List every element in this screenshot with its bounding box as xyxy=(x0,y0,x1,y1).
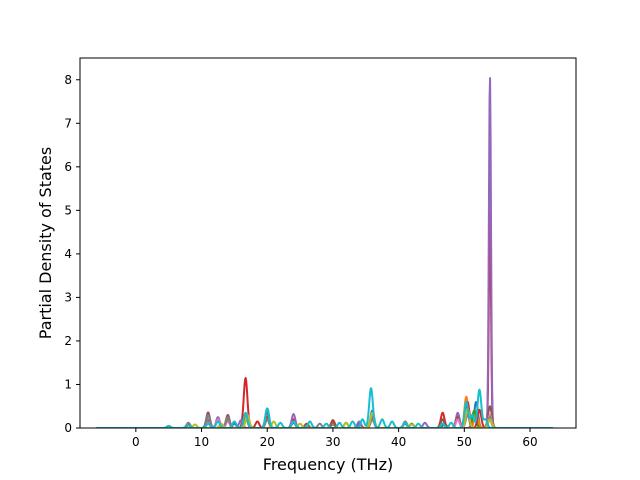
y-tick-label: 6 xyxy=(64,160,72,174)
x-tick-label: 20 xyxy=(260,435,275,449)
y-tick-label: 8 xyxy=(64,73,72,87)
y-tick-label: 2 xyxy=(64,334,72,348)
y-axis: 0 1 2 3 4 5 6 7 8 xyxy=(64,73,80,435)
y-tick-label: 0 xyxy=(64,421,72,435)
series-line-4 xyxy=(95,211,554,428)
x-tick-label: 10 xyxy=(194,435,209,449)
y-axis-label: Partial Density of States xyxy=(36,147,55,339)
x-axis: 0 10 20 30 40 50 60 xyxy=(132,428,538,449)
y-tick-label: 5 xyxy=(64,203,72,217)
x-tick-label: 60 xyxy=(522,435,537,449)
x-tick-label: 50 xyxy=(457,435,472,449)
y-tick-label: 4 xyxy=(64,247,72,261)
series-line-1 xyxy=(95,401,554,428)
x-tick-label: 30 xyxy=(325,435,340,449)
y-tick-label: 7 xyxy=(64,116,72,130)
plot-frame xyxy=(79,57,577,429)
x-tick-label: 0 xyxy=(132,435,140,449)
x-tick-label: 40 xyxy=(391,435,406,449)
y-tick-label: 3 xyxy=(64,290,72,304)
x-axis-label: Frequency (THz) xyxy=(263,455,393,474)
y-tick-label: 1 xyxy=(64,377,72,391)
